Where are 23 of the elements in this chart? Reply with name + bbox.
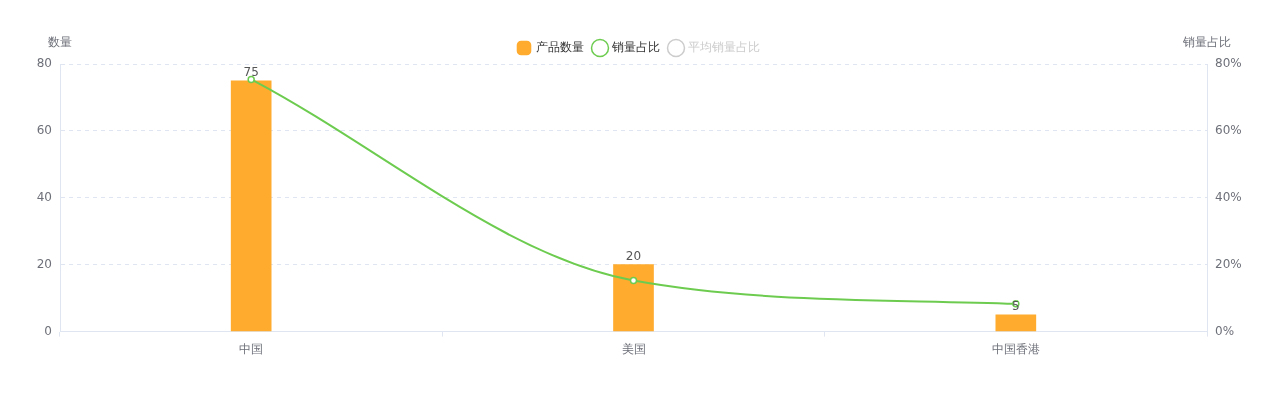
y-tick-label: 80 <box>36 56 52 71</box>
data-label: 20 <box>625 248 642 263</box>
y2-tick-label: 20% <box>1215 256 1242 271</box>
point <box>629 276 638 285</box>
y2-axis-title: 销量占比 <box>1182 35 1231 50</box>
data-label: 75 <box>243 64 259 79</box>
y2-tick-label: 60% <box>1215 123 1242 138</box>
bar <box>230 80 272 332</box>
x-tick-label: 美国 <box>621 341 646 356</box>
y-tick-label: 40 <box>36 189 52 204</box>
bar <box>995 314 1037 332</box>
y2-tick-label: 80% <box>1215 56 1242 71</box>
y-tick-label: 60 <box>36 123 52 138</box>
legend-label: 销量占比 <box>611 40 660 55</box>
legend-label: 产品数量 <box>536 40 584 55</box>
x-tick-label: 中国香港 <box>991 341 1040 356</box>
y-tick-label: 20 <box>36 256 52 271</box>
x-tick-label: 中国 <box>239 341 264 356</box>
y-axis-title: 数量 <box>48 35 72 50</box>
bar <box>613 264 654 332</box>
y2-tick-label: 0% <box>1215 323 1235 338</box>
y-tick-label: 0 <box>44 323 52 338</box>
y2-tick-label: 40% <box>1215 189 1242 204</box>
